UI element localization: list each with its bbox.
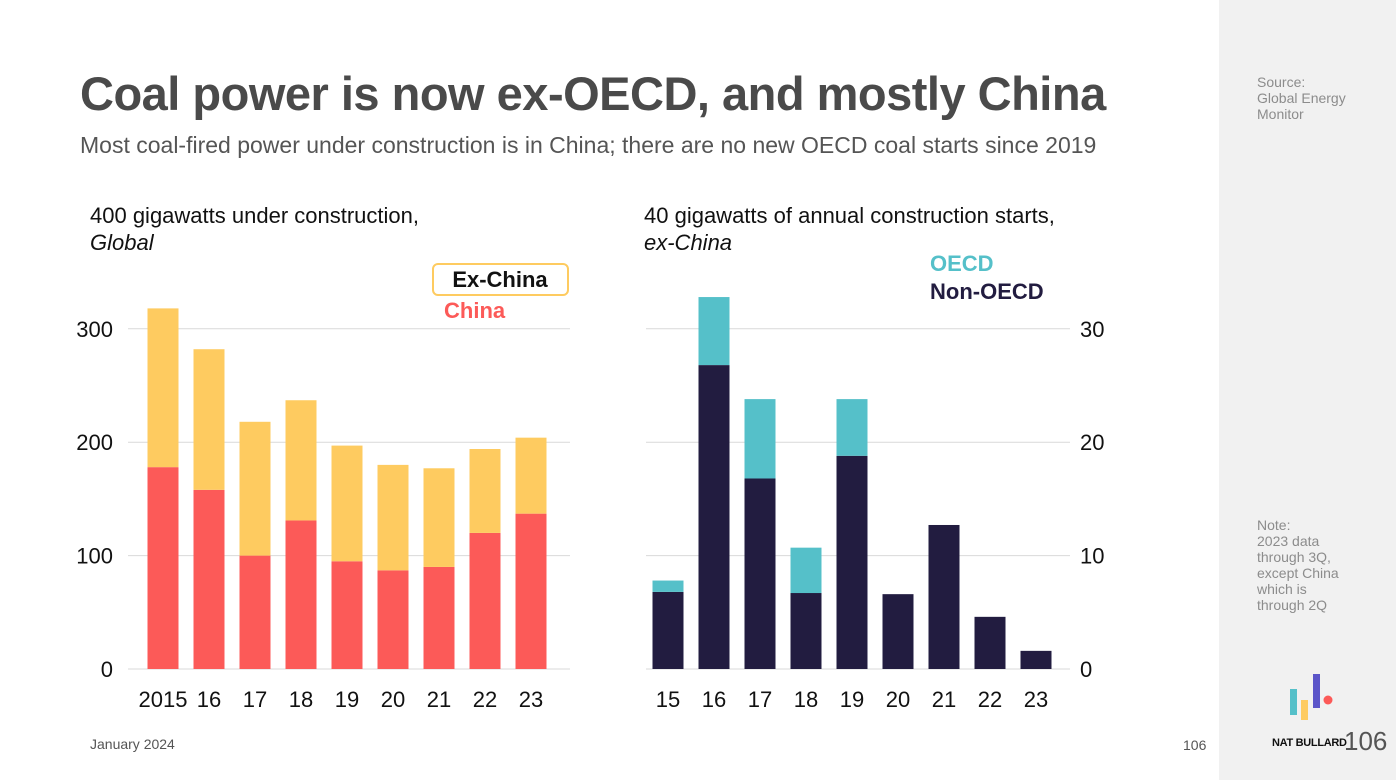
- y-tick-label: 10: [1080, 544, 1104, 569]
- page-subtitle: Most coal-fired power under construction…: [80, 132, 1097, 158]
- right-chart-title-sub: ex-China: [644, 230, 733, 255]
- legend-non-oecd: Non-OECD: [930, 279, 1044, 304]
- x-tick-label: 22: [978, 687, 1002, 712]
- data-note: Note: 2023 data through 3Q, except China…: [1257, 517, 1339, 613]
- bar-segment: [469, 449, 501, 533]
- bar-segment: [377, 570, 409, 669]
- y-tick-label: 100: [76, 544, 113, 569]
- x-tick-label: 18: [794, 687, 818, 712]
- bar-segment: [515, 513, 547, 669]
- x-tick-label: 18: [289, 687, 313, 712]
- legend-china: China: [444, 298, 506, 323]
- bar-segment: [285, 400, 317, 521]
- bar-segment: [790, 547, 822, 594]
- bar-segment: [974, 616, 1006, 669]
- note-line: 2023 data: [1257, 533, 1320, 549]
- note-line: through 2Q: [1257, 597, 1328, 613]
- x-tick-label: 17: [243, 687, 267, 712]
- source-line: Monitor: [1257, 106, 1304, 122]
- y-tick-label: 20: [1080, 430, 1104, 455]
- note-line: except China: [1257, 565, 1339, 581]
- y-tick-label: 300: [76, 317, 113, 342]
- x-tick-label: 2015: [139, 687, 188, 712]
- note-label: Note:: [1257, 517, 1291, 533]
- x-tick-label: 17: [748, 687, 772, 712]
- legend-ex-china: Ex-China: [452, 267, 548, 292]
- left-chart-title: 400 gigawatts under construction, Global: [90, 202, 419, 256]
- bar-segment: [423, 468, 455, 567]
- right-chart-title-main: 40 gigawatts of annual construction star…: [644, 203, 1055, 228]
- bar-segment: [882, 594, 914, 669]
- bar-segment: [515, 437, 547, 514]
- bar-segment: [147, 467, 179, 669]
- bar-segment: [331, 561, 363, 669]
- brand-name: NAT BULLARD: [1272, 737, 1347, 749]
- x-tick-label: 15: [656, 687, 680, 712]
- x-tick-label: 16: [702, 687, 726, 712]
- y-tick-label: 200: [76, 430, 113, 455]
- bar-segment: [377, 464, 409, 571]
- slide-number: 106: [1344, 726, 1388, 756]
- bar-segment: [928, 524, 960, 669]
- bar-segment: [331, 445, 363, 562]
- bar-segment: [1020, 650, 1052, 669]
- x-tick-label: 23: [519, 687, 543, 712]
- bar-segment: [469, 532, 501, 669]
- x-tick-label: 21: [932, 687, 956, 712]
- x-tick-label: 20: [886, 687, 910, 712]
- bar-segment: [698, 365, 730, 669]
- bar-segment: [790, 593, 822, 669]
- bar-segment: [239, 421, 271, 556]
- source-line: Global Energy: [1257, 90, 1346, 106]
- bar-segment: [836, 455, 868, 669]
- x-tick-label: 19: [840, 687, 864, 712]
- x-tick-label: 16: [197, 687, 221, 712]
- y-tick-label: 30: [1080, 317, 1104, 342]
- source-label: Source:: [1257, 74, 1306, 90]
- bar-segment: [652, 580, 684, 592]
- x-tick-label: 19: [335, 687, 359, 712]
- bar-segment: [744, 399, 776, 479]
- footer-date: January 2024: [90, 736, 175, 752]
- right-chart-title: 40 gigawatts of annual construction star…: [644, 202, 1055, 256]
- x-tick-label: 22: [473, 687, 497, 712]
- bar-segment: [744, 478, 776, 669]
- bar-segment: [239, 555, 271, 669]
- legend-oecd: OECD: [930, 251, 994, 276]
- note-line: which is: [1257, 581, 1307, 597]
- x-tick-label: 23: [1024, 687, 1048, 712]
- bar-segment: [193, 349, 225, 490]
- x-tick-label: 20: [381, 687, 405, 712]
- bar-segment: [698, 297, 730, 366]
- x-tick-label: 21: [427, 687, 451, 712]
- brand-logo-icon: [1290, 674, 1333, 720]
- bar-segment: [423, 566, 455, 669]
- bar-segment: [193, 489, 225, 669]
- bar-segment: [652, 591, 684, 669]
- left-chart-title-main: 400 gigawatts under construction,: [90, 203, 419, 228]
- bar-segment: [285, 520, 317, 669]
- bar-segment: [836, 399, 868, 456]
- y-tick-label: 0: [101, 657, 113, 682]
- note-line: through 3Q,: [1257, 549, 1331, 565]
- page-number: 106: [1183, 737, 1207, 753]
- page-title: Coal power is now ex-OECD, and mostly Ch…: [80, 67, 1106, 120]
- y-tick-label: 0: [1080, 657, 1092, 682]
- left-chart-title-sub: Global: [90, 230, 154, 255]
- bar-segment: [147, 308, 179, 468]
- legend-ex-china-box: [432, 263, 569, 296]
- sidebar-panel: [1219, 0, 1396, 780]
- charts-canvas: 0 100 200 300 2015 16 17 18 19 20 21 22 23 0 10 20 30 15 1…: [76, 251, 1104, 712]
- source-note: Source: Global Energy Monitor: [1257, 74, 1346, 122]
